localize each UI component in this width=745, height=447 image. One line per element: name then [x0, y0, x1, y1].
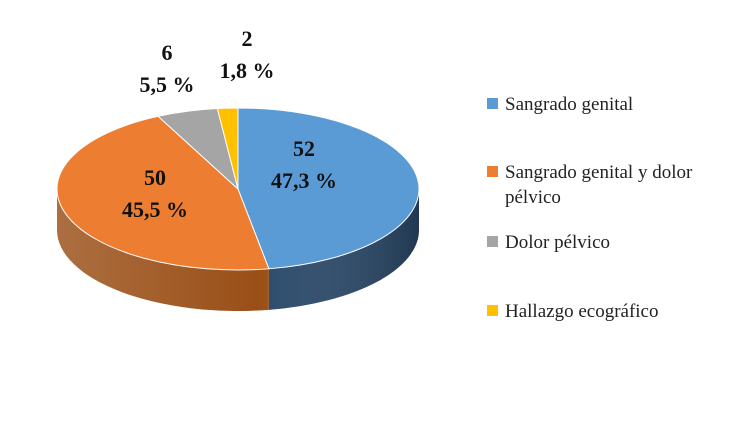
legend-swatch — [487, 236, 498, 247]
data-label-hallazgo-ecografico: 2 1,8 % — [220, 26, 275, 83]
legend-swatch — [487, 305, 498, 316]
data-label-count: 2 — [242, 26, 253, 51]
pie-slice-hallazgo-ecografico — [216, 107, 239, 190]
legend-label: Dolor pélvico — [505, 232, 611, 253]
legend-label: Hallazgo ecográfico — [505, 301, 659, 322]
pie-side-shading — [57, 189, 419, 311]
data-label-percent: 5,5 % — [140, 72, 195, 97]
pie-side-walls — [57, 189, 420, 311]
legend-swatch — [487, 166, 498, 177]
data-label-percent: 47,3 % — [271, 168, 337, 193]
legend-swatch — [487, 98, 498, 109]
data-label-count: 6 — [162, 40, 173, 65]
data-label-percent: 1,8 % — [220, 58, 275, 83]
pie-slice-sangrado-y-dolor — [56, 115, 270, 271]
pie-top-faces — [56, 107, 420, 271]
data-label-sangrado-y-dolor: 50 45,5 % — [122, 165, 188, 222]
data-label-dolor-pelvico: 6 5,5 % — [140, 40, 195, 97]
legend-item-hallazgo-ecografico: Hallazgo ecográfico — [487, 299, 735, 324]
data-label-sangrado-genital: 52 47,3 % — [271, 136, 337, 193]
data-label-percent: 45,5 % — [122, 197, 188, 222]
legend-item-sangrado-y-dolor: Sangrado genital y dolor pélvico — [487, 160, 735, 210]
data-label-count: 50 — [144, 165, 166, 190]
legend-item-dolor-pelvico: Dolor pélvico — [487, 230, 735, 255]
data-label-count: 52 — [293, 136, 315, 161]
legend-label: Sangrado genital — [505, 94, 634, 115]
pie-data-labels: 52 47,3 % 50 45,5 % 6 5,5 % 2 1,8 % — [122, 26, 337, 222]
legend-item-sangrado-genital: Sangrado genital — [487, 92, 735, 117]
pie-slice-sangrado-genital — [237, 107, 420, 270]
legend-label: Sangrado genital y dolor pélvico — [505, 162, 693, 208]
